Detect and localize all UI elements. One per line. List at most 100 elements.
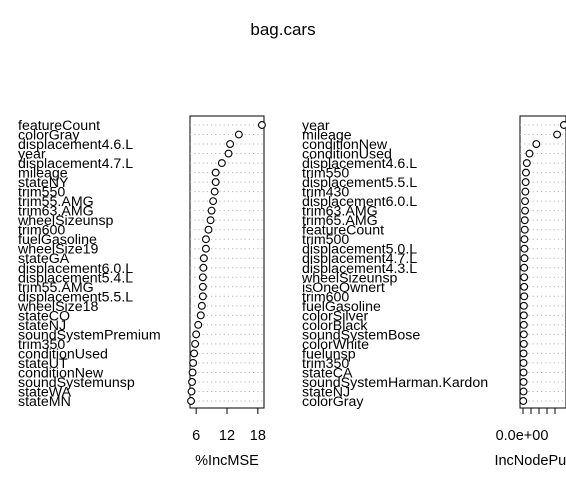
variable-label: wheelSizeunsp (301, 270, 398, 286)
variable-label: stateNY (18, 175, 69, 191)
variable-label: stateCA (302, 365, 353, 381)
x-tick-label: 18 (250, 428, 266, 444)
variable-label: soundSystemunsp (18, 375, 135, 391)
importance-point (520, 244, 529, 253)
variable-label: soundSystemPremium (18, 327, 161, 343)
variable-label: colorGray (18, 128, 80, 144)
variable-label: stateCO (18, 308, 70, 324)
importance-point (520, 216, 529, 225)
importance-point (521, 187, 530, 196)
variable-label: soundSystemBose (302, 327, 420, 343)
variable-label: wheelSize18 (17, 299, 99, 315)
variable-label: displacement5.0.L (302, 242, 417, 258)
variable-label: trim55.AMG (18, 194, 94, 210)
variable-label: displacement4.3.L (302, 261, 417, 277)
importance-point (257, 121, 266, 129)
variable-label: colorBlack (302, 318, 368, 334)
importance-point (521, 168, 530, 177)
importance-point (520, 235, 529, 244)
importance-point (198, 292, 207, 301)
variable-label: trim600 (18, 223, 65, 239)
importance-point (520, 263, 529, 272)
importance-point (194, 320, 203, 329)
variable-label: wheelSizeunsp (17, 213, 114, 229)
variable-label: colorWhite (302, 337, 369, 353)
variable-label: displacement4.7.L (18, 156, 133, 172)
variable-label: stateNJ (18, 318, 66, 334)
variable-label: fuelGasoline (18, 232, 97, 248)
x-axis-label: IncNodePurity (494, 453, 566, 469)
importance-point (204, 225, 213, 234)
variable-label: displacement5.5.L (302, 175, 417, 191)
importance-point (520, 225, 529, 234)
importance-point (188, 368, 197, 377)
variable-label: trim430 (302, 185, 349, 201)
importance-point (234, 130, 243, 139)
importance-point (521, 206, 529, 215)
variable-label: year (302, 118, 330, 134)
panel-incmse: featureCountcolorGraydisplacement4.6.Lye… (17, 115, 266, 469)
variable-label: trim550 (18, 185, 65, 201)
importance-point (559, 121, 566, 129)
importance-point (519, 311, 528, 320)
variable-label: conditionNew (302, 137, 388, 153)
variable-label: mileage (302, 128, 352, 144)
importance-point (553, 130, 562, 139)
variable-label: trim350 (18, 337, 65, 353)
importance-point (196, 311, 205, 320)
variable-label: soundSystemHarman.Kardon (302, 375, 488, 391)
x-axis-label: %IncMSE (195, 453, 259, 469)
variable-label: displacement6.0.L (302, 194, 417, 210)
variable-label: stateMN (18, 394, 71, 410)
variable-label: displacement5.5.L (18, 289, 133, 305)
importance-point (189, 358, 198, 367)
importance-point (209, 197, 218, 206)
importance-point (201, 235, 210, 244)
importance-point (198, 282, 207, 291)
importance-point (201, 244, 210, 253)
variable-label: displacement5.4.L (18, 270, 133, 286)
panel-incnodepurity: yearmileageconditionNewconditionUseddisp… (301, 115, 566, 469)
variable-label: trim500 (302, 232, 349, 248)
variable-label: trim600 (302, 289, 349, 305)
importance-point (519, 349, 528, 358)
variable-label: colorGray (302, 394, 364, 410)
importance-point (207, 206, 216, 215)
importance-point (520, 292, 529, 301)
importance-point (521, 197, 529, 206)
variable-label: conditionUsed (302, 147, 392, 163)
importance-point (211, 178, 220, 187)
importance-point (217, 159, 226, 168)
variable-label: conditionUsed (18, 346, 108, 362)
x-tick-label: 12 (219, 428, 235, 444)
importance-point (224, 149, 233, 158)
importance-point (532, 140, 541, 148)
chart-title: bag.cars (250, 20, 315, 39)
importance-point (525, 149, 534, 158)
variable-label: fuelunsp (302, 346, 356, 362)
importance-point (190, 349, 199, 358)
variable-label: trim550 (302, 166, 349, 182)
importance-point (210, 187, 219, 196)
importance-point (191, 339, 200, 348)
importance-point (187, 397, 195, 405)
importance-point (187, 387, 196, 396)
variable-label: trim350 (302, 356, 349, 372)
variable-label: mileage (18, 166, 68, 182)
variable-label: wheelSize19 (17, 242, 99, 258)
variable-label: trim63.AMG (302, 204, 378, 220)
variable-label: isOneOwnert (302, 280, 385, 296)
plot-frame (189, 115, 265, 409)
importance-point (198, 273, 207, 282)
importance-point (199, 254, 208, 263)
variable-label: displacement4.6.L (302, 156, 417, 172)
variable-label: displacement4.7.L (302, 251, 417, 267)
importance-point (519, 301, 528, 310)
importance-point (226, 140, 235, 148)
importance-point (522, 159, 531, 168)
variable-label: fuelGasoline (302, 299, 381, 315)
importance-point (199, 263, 208, 272)
variable-label: trim65.AMG (302, 213, 378, 229)
variable-label: trim55.AMG (18, 280, 94, 296)
